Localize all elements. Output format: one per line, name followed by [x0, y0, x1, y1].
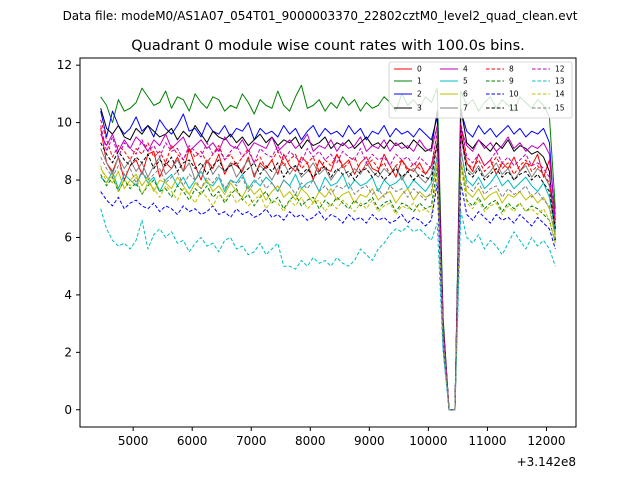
- x-tick-label-9000: 9000: [354, 434, 385, 448]
- legend-label-11: 11: [509, 104, 519, 113]
- legend-label-1: 1: [417, 77, 422, 86]
- series-line-12: [100, 122, 556, 411]
- legend-label-10: 10: [509, 90, 519, 99]
- series-line-4: [100, 124, 556, 411]
- series-line-14: [100, 165, 556, 411]
- legend-label-2: 2: [417, 90, 422, 99]
- legend-label-8: 8: [509, 65, 514, 74]
- legend-label-0: 0: [417, 65, 422, 74]
- y-axis: 0 2 4 6 8 10 12: [57, 58, 80, 417]
- y-tick-label-12: 12: [57, 58, 72, 72]
- y-tick-label-8: 8: [64, 173, 72, 187]
- y-tick-label-4: 4: [64, 288, 72, 302]
- x-axis: 5000 6000 7000 8000 9000 10000 11000 12000: [118, 427, 566, 448]
- series-line-9: [100, 162, 556, 411]
- plot-background: [80, 58, 576, 427]
- series-line-15: [100, 147, 556, 411]
- x-tick-label-12000: 12000: [527, 434, 565, 448]
- legend-label-13: 13: [555, 77, 565, 86]
- series-line-8: [100, 119, 556, 411]
- series-line-5: [100, 150, 556, 411]
- x-offset-label: +3.142e8: [517, 455, 576, 469]
- legend-label-4: 4: [463, 65, 468, 74]
- legend-frame: [388, 61, 573, 119]
- legend-label-12: 12: [555, 65, 565, 74]
- series-line-11: [100, 130, 556, 411]
- x-tick-label-6000: 6000: [177, 434, 208, 448]
- series-line-6: [100, 159, 556, 411]
- y-tick-label-6: 6: [64, 230, 72, 244]
- figure-suptitle: Data file: modeM0/AS1A07_054T01_90000033…: [63, 9, 578, 23]
- series-line-10: [100, 182, 556, 411]
- plot-area: [79, 57, 577, 428]
- legend-label-14: 14: [555, 90, 565, 99]
- x-tick-label-8000: 8000: [295, 434, 326, 448]
- legend-label-7: 7: [463, 104, 468, 113]
- plot-frame: [79, 57, 577, 428]
- legend-label-9: 9: [509, 77, 514, 86]
- y-tick-label-10: 10: [57, 116, 72, 130]
- legend-label-6: 6: [463, 90, 468, 99]
- x-tick-label-5000: 5000: [118, 434, 149, 448]
- series-line-7: [100, 136, 556, 411]
- y-tick-label-2: 2: [64, 345, 72, 359]
- x-tick-label-7000: 7000: [236, 434, 267, 448]
- y-tick-label-0: 0: [64, 403, 72, 417]
- legend-label-5: 5: [463, 77, 468, 86]
- x-tick-label-11000: 11000: [468, 434, 506, 448]
- legend-label-3: 3: [417, 104, 422, 113]
- series-line-2: [100, 110, 556, 411]
- series-layer: [100, 84, 556, 411]
- chart-title: Quadrant 0 module wise count rates with …: [131, 38, 525, 54]
- legend-label-15: 15: [555, 104, 565, 113]
- series-line-13: [100, 208, 556, 411]
- x-tick-label-10000: 10000: [409, 434, 447, 448]
